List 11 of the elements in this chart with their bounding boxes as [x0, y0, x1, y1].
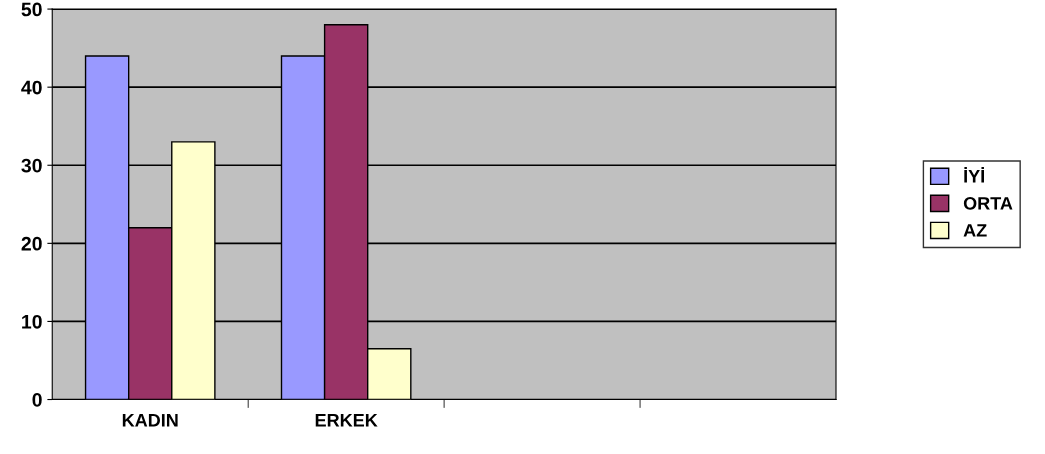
y-tick-label: 40	[21, 80, 42, 95]
y-tick-label: 30	[21, 158, 42, 173]
x-tick-label: KADIN	[122, 414, 178, 427]
legend-label: İYİ	[964, 167, 984, 183]
y-tick-label: 10	[22, 314, 42, 329]
y-tick-label: 50	[21, 2, 42, 17]
y-tick-label: 20	[21, 236, 42, 251]
legend-label: ORTA	[963, 196, 1013, 210]
y-tick-label: 0	[32, 392, 42, 407]
x-tick-label: ERKEK	[315, 414, 378, 427]
legend-label: AZ	[963, 224, 987, 237]
